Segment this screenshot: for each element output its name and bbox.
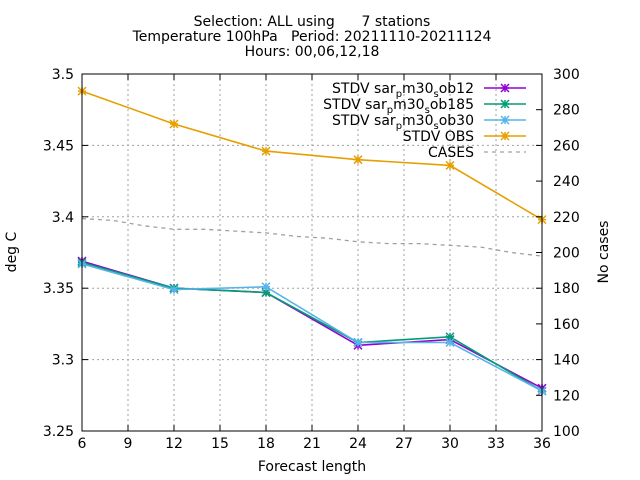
title-line: Selection: ALL using 7 stations xyxy=(194,14,431,30)
legend-label-part: STDV sar xyxy=(332,113,396,129)
series-lines xyxy=(77,86,547,396)
legend-swatch-marker xyxy=(500,131,510,141)
legend-swatch-marker xyxy=(500,83,510,93)
legend-label-part: STDV sar xyxy=(323,97,387,113)
legend-label-part: CASES xyxy=(428,145,474,161)
legend-label: STDV sarpm30sob12 xyxy=(332,81,474,100)
legend-label-part: ob30 xyxy=(439,113,474,129)
series-line-2 xyxy=(81,263,543,392)
y2-tick-label: 120 xyxy=(553,388,580,404)
legend-label-part: STDV OBS xyxy=(403,129,474,145)
x-tick-label: 27 xyxy=(395,436,413,452)
legend-label: CASES xyxy=(428,145,474,161)
axes: 6 9 12 15 18 21 24 27 30 33 36 3.25 3.3 3.35 3.4 3.45 3.… xyxy=(43,67,580,452)
y2-tick-label: 180 xyxy=(553,281,580,297)
x-tick-label: 33 xyxy=(487,436,505,452)
legend-label-part: m30 xyxy=(402,113,433,129)
legend-label: STDV sarpm30sob30 xyxy=(332,113,474,132)
title-line: Temperature 100hPa Period: 20211110-2021… xyxy=(132,29,492,45)
x-tick-label: 30 xyxy=(441,436,459,452)
y-tick-label: 3.5 xyxy=(52,67,74,83)
legend-label-part: p xyxy=(396,89,402,100)
x-axis-label: Forecast length xyxy=(258,459,366,475)
x-tick-label: 24 xyxy=(349,436,367,452)
y2-tick-label: 200 xyxy=(553,246,580,262)
legend-label: STDV sarpm30sob185 xyxy=(323,97,474,116)
legend-label-part: p xyxy=(396,121,402,132)
legend-label-part: ob185 xyxy=(430,97,474,113)
y2-tick-label: 140 xyxy=(553,353,580,369)
series-line-1 xyxy=(81,261,543,392)
legend-label-part: s xyxy=(434,89,439,100)
legend-swatch-marker xyxy=(500,99,510,109)
data-point-3 xyxy=(169,119,179,129)
x-tick-label: 9 xyxy=(124,436,133,452)
y-tick-label: 3.25 xyxy=(43,424,74,440)
y2-tick-label: 280 xyxy=(553,103,580,119)
y2-tick-label: 220 xyxy=(553,210,580,226)
x-tick-label: 12 xyxy=(165,436,183,452)
y2-tick-label: 160 xyxy=(553,317,580,333)
chart-title: Selection: ALL using 7 stationsTemperatu… xyxy=(132,14,492,60)
y2-tick-label: 240 xyxy=(553,174,580,190)
y-axis-label: deg C xyxy=(4,231,20,272)
legend-label-part: p xyxy=(387,105,393,116)
x-tick-label: 15 xyxy=(211,436,229,452)
series-line-4 xyxy=(81,217,543,257)
legend-label-part: s xyxy=(434,121,439,132)
y2-tick-label: 100 xyxy=(553,424,580,440)
legend-label-part: m30 xyxy=(393,97,424,113)
x-tick-label: 18 xyxy=(257,436,275,452)
data-point-2 xyxy=(169,285,179,295)
legend-label: STDV OBS xyxy=(403,129,474,145)
y-tick-label: 3.4 xyxy=(52,210,74,226)
y-tick-label: 3.3 xyxy=(52,353,74,369)
data-point-3 xyxy=(445,160,455,170)
legend-swatch-marker xyxy=(500,115,510,125)
x-tick-label: 21 xyxy=(303,436,321,452)
data-point-2 xyxy=(261,282,271,292)
legend-label-part: ob12 xyxy=(439,81,474,97)
y-tick-label: 3.45 xyxy=(43,138,74,154)
title-line: Hours: 00,06,12,18 xyxy=(245,44,380,60)
legend-label-part: s xyxy=(425,105,430,116)
y2-tick-label: 260 xyxy=(553,138,580,154)
data-point-3 xyxy=(261,146,271,156)
series-line-3 xyxy=(81,90,543,221)
y2-axis-label: No cases xyxy=(596,221,612,284)
x-tick-label: 36 xyxy=(533,436,551,452)
grid xyxy=(82,74,542,431)
y2-tick-label: 300 xyxy=(553,67,580,83)
legend-label-part: STDV sar xyxy=(332,81,396,97)
data-point-2 xyxy=(353,337,363,347)
legend-label-part: m30 xyxy=(402,81,433,97)
y-tick-label: 3.35 xyxy=(43,281,74,297)
data-point-3 xyxy=(353,155,363,165)
data-point-2 xyxy=(445,337,455,347)
x-tick-label: 6 xyxy=(78,436,87,452)
